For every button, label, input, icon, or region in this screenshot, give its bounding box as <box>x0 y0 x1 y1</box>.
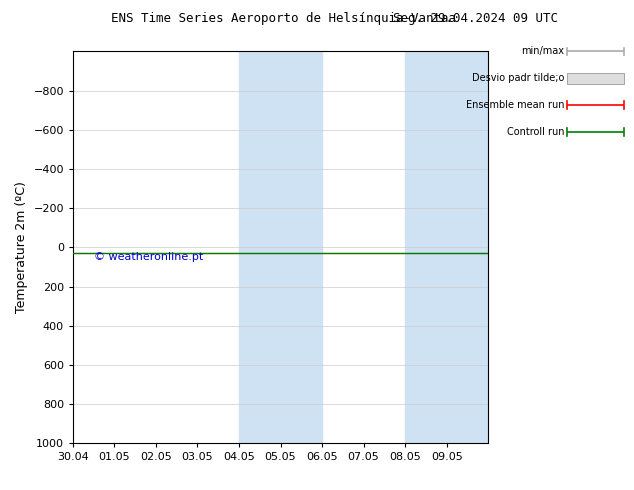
Text: Controll run: Controll run <box>507 127 564 137</box>
Y-axis label: Temperature 2m (ºC): Temperature 2m (ºC) <box>15 181 28 314</box>
Text: Ensemble mean run: Ensemble mean run <box>466 100 564 110</box>
Text: Desvio padr tilde;o: Desvio padr tilde;o <box>472 74 564 83</box>
Bar <box>239 51 280 443</box>
Bar <box>280 51 322 443</box>
Text: min/max: min/max <box>521 47 564 56</box>
Bar <box>446 51 488 443</box>
Text: © weatheronline.pt: © weatheronline.pt <box>94 252 203 262</box>
Text: ENS Time Series Aeroporto de Helsínquia-Vantaa: ENS Time Series Aeroporto de Helsínquia-… <box>111 12 456 25</box>
Bar <box>405 51 446 443</box>
Text: Seg. 29.04.2024 09 UTC: Seg. 29.04.2024 09 UTC <box>393 12 558 25</box>
